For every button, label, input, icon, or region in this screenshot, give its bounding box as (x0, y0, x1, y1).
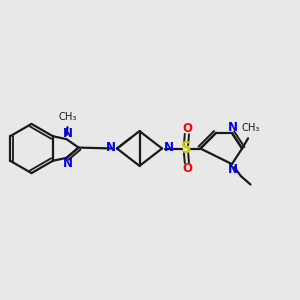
Text: S: S (181, 141, 191, 156)
Text: N: N (164, 141, 174, 154)
Text: O: O (182, 162, 192, 176)
Text: O: O (182, 122, 192, 135)
Text: N: N (63, 157, 73, 170)
Text: CH₃: CH₃ (58, 112, 77, 122)
Text: N: N (227, 121, 238, 134)
Text: CH₃: CH₃ (242, 123, 260, 133)
Text: N: N (227, 163, 238, 176)
Text: N: N (105, 141, 116, 154)
Text: N: N (63, 127, 73, 140)
